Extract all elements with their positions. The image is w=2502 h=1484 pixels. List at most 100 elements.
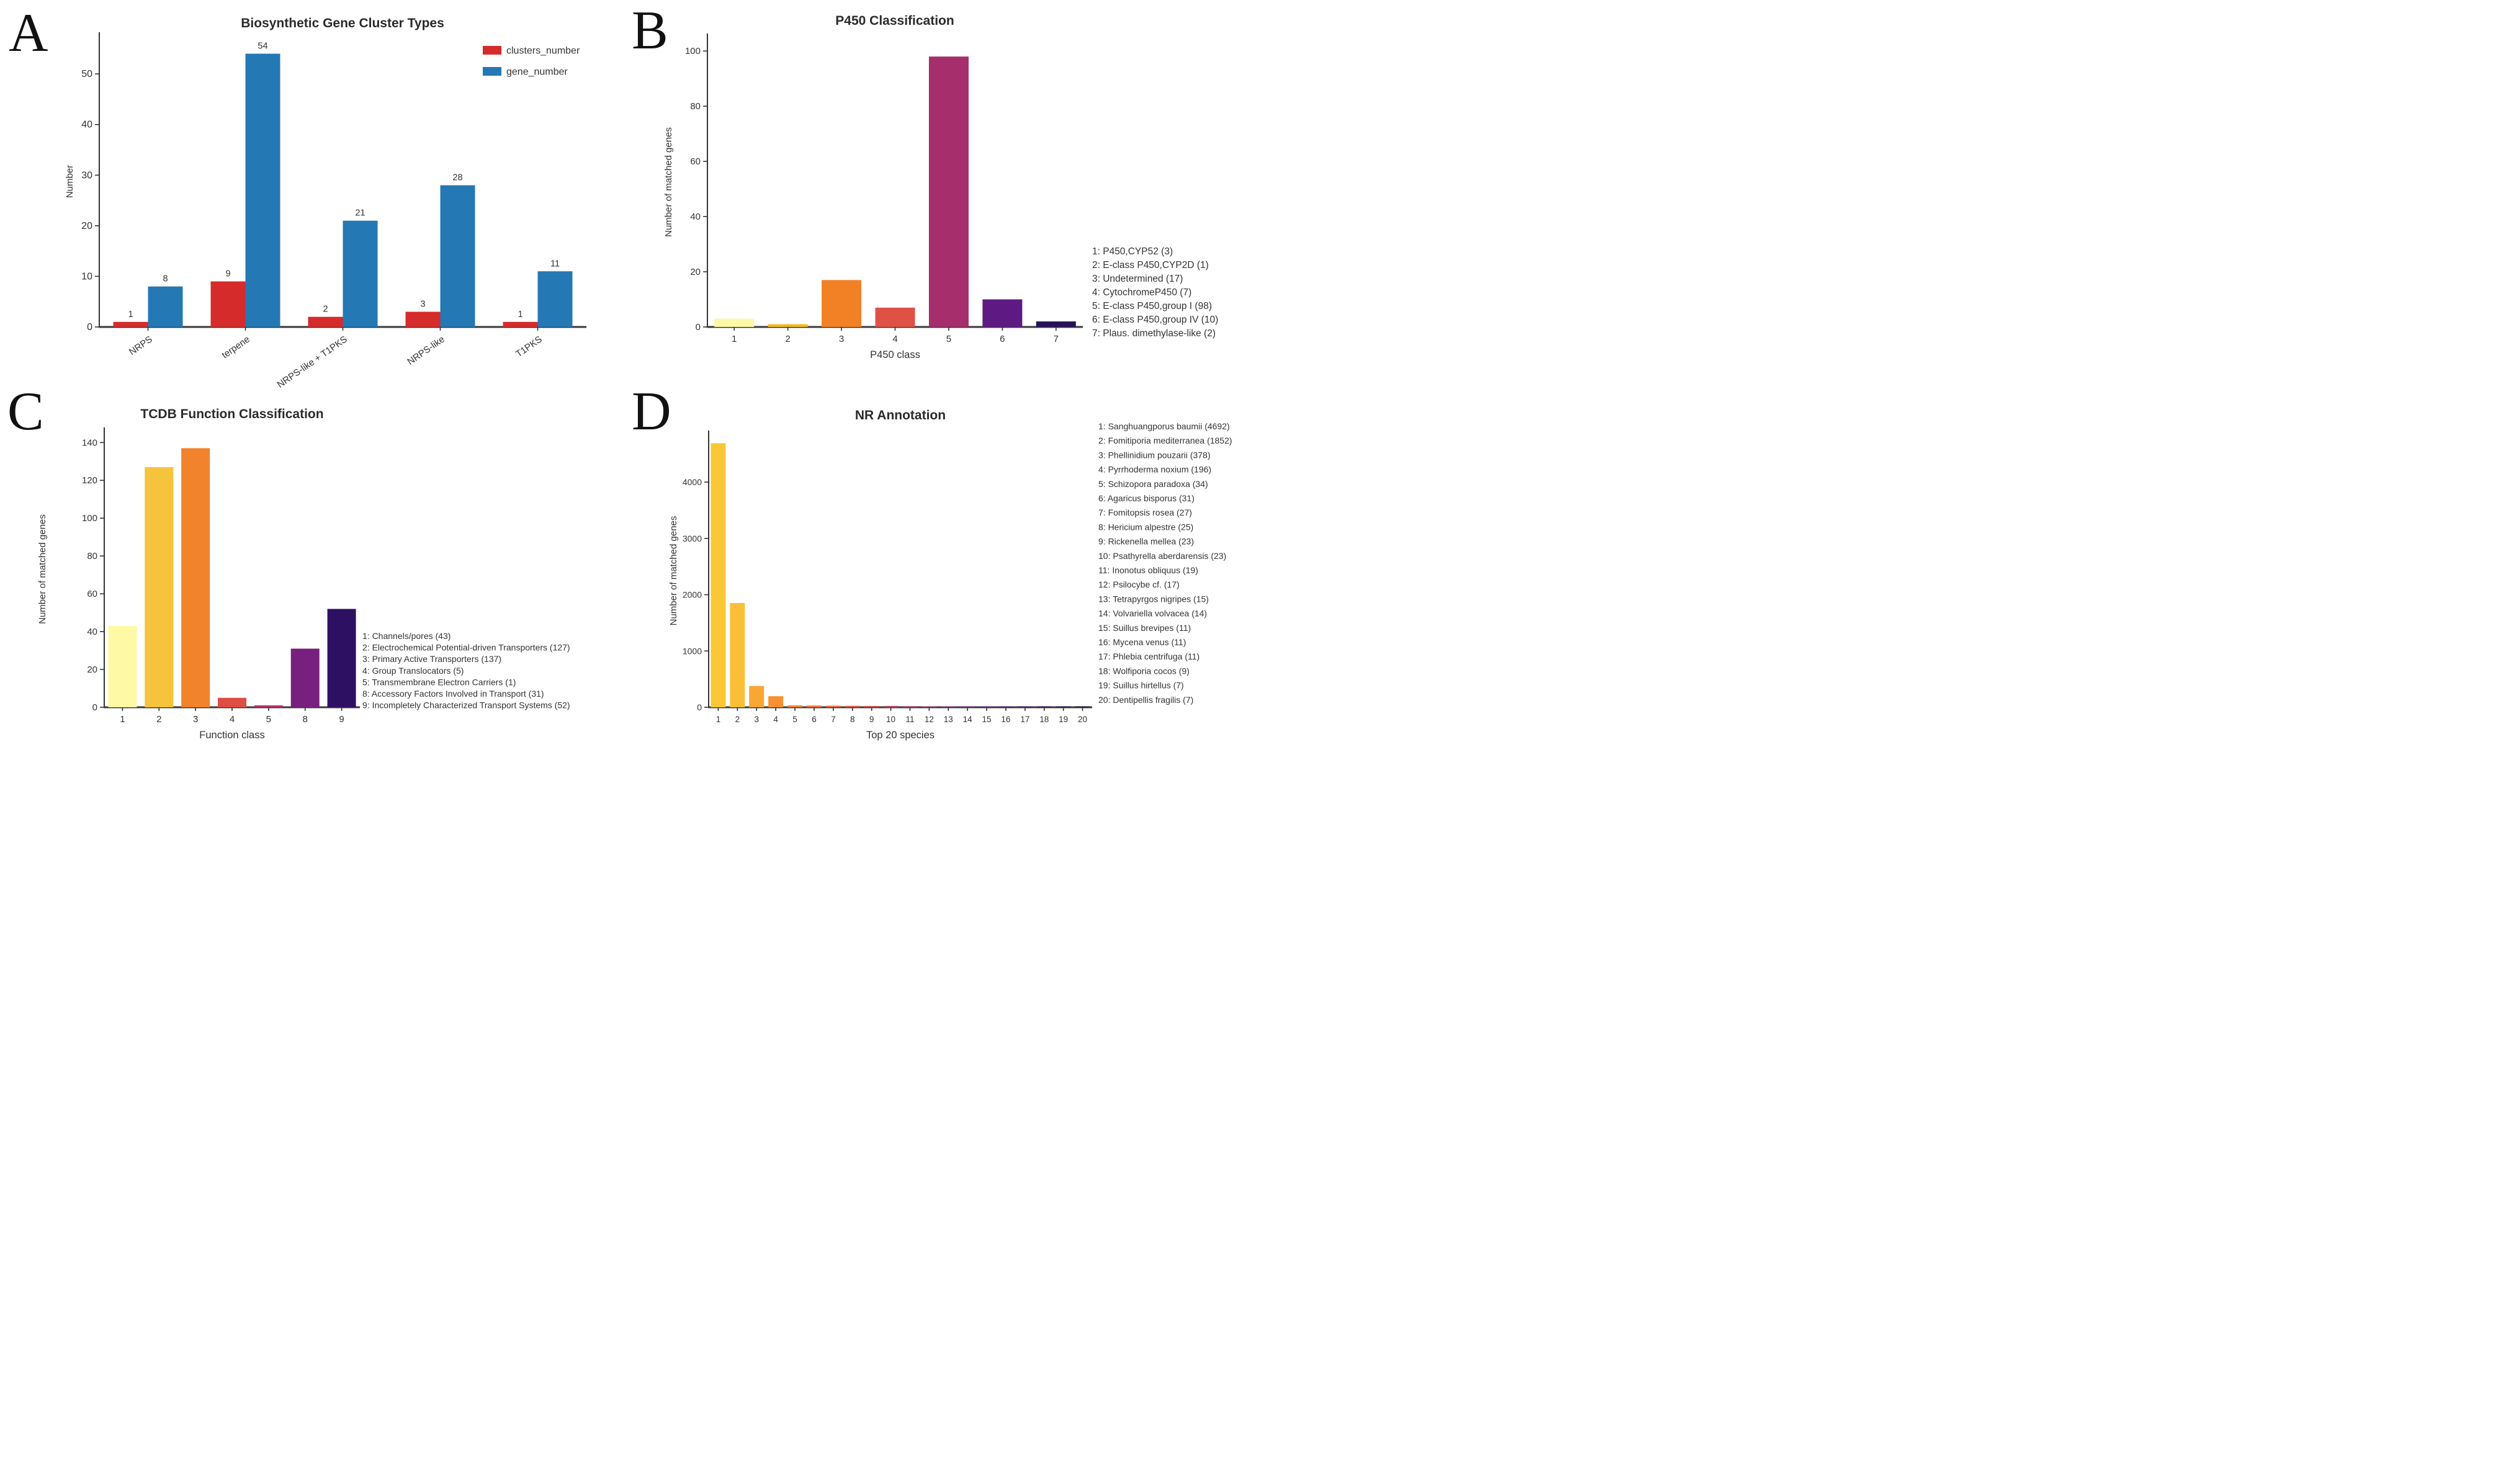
x-tick-label: 4 xyxy=(892,334,897,344)
x-tick-label: 9 xyxy=(339,714,344,725)
x-tick-label: 1 xyxy=(716,715,721,724)
bar-value-label: 54 xyxy=(258,42,267,51)
x-tick-label: 8 xyxy=(850,715,855,724)
figure-four-panel: A Biosynthetic Gene Cluster Types 0 10 20 3… xyxy=(0,0,1251,742)
x-tick-label: 17 xyxy=(1020,715,1029,724)
bar-value-label: 3 xyxy=(420,300,425,310)
bar-class-10 xyxy=(883,705,899,707)
x-tick-label: 14 xyxy=(963,715,973,724)
x-tick-label: 9 xyxy=(869,715,874,724)
bar-class-4 xyxy=(768,696,784,707)
bar-gene_number xyxy=(148,286,183,327)
chart-title-b: P450 Classification xyxy=(835,14,954,28)
bar-gene_number xyxy=(440,185,475,327)
x-tick-label: 3 xyxy=(839,334,844,344)
bar-class-3 xyxy=(822,280,862,327)
legend-entry: 9: Incompletely Characterized Transport … xyxy=(362,700,570,710)
legend-entry: 9: Rickenella mellea (23) xyxy=(1098,537,1194,547)
x-tick-label: 8 xyxy=(303,714,308,725)
x-tick-label: 5 xyxy=(792,715,797,724)
x-axis-title: P450 class xyxy=(870,349,920,360)
legend-entry: 17: Phlebia centrifuga (11) xyxy=(1098,651,1199,661)
legend-entry: 1: Sanghuangporus baumii (4692) xyxy=(1098,421,1230,431)
legend-entry: 7: Fomitopsis rosea (27) xyxy=(1098,507,1192,517)
y-tick-label: 60 xyxy=(690,156,701,167)
bar-clusters_number xyxy=(210,281,246,327)
y-tick-label: 1000 xyxy=(683,646,702,656)
bar-class-2 xyxy=(145,467,174,707)
legend-entry: 3: Primary Active Transporters (137) xyxy=(362,654,501,664)
x-axis-title: Function class xyxy=(199,730,264,741)
panel-letter-b: B xyxy=(632,1,668,61)
y-tick-label: 60 xyxy=(87,589,97,599)
bar-value-label: 1 xyxy=(128,310,133,320)
bar-value-label: 1 xyxy=(518,310,522,320)
chart-title-d: NR Annotation xyxy=(854,408,946,422)
y-tick-label: 3000 xyxy=(683,534,702,543)
bar-clusters_number xyxy=(113,321,148,327)
panel-b-p450-classification: B P450 Classification 0 20 40 60 80 100 Number… xyxy=(626,0,1251,371)
bar-class-5 xyxy=(787,705,803,707)
legend-label: clusters_number xyxy=(506,46,580,56)
bar-value-label: 2 xyxy=(323,305,328,315)
x-tick-label: 3 xyxy=(193,714,198,725)
y-tick-label: 140 xyxy=(82,437,97,448)
y-tick-label: 0 xyxy=(87,322,92,333)
y-tick-label: 20 xyxy=(87,664,97,675)
y-tick-label: 40 xyxy=(690,212,701,222)
legend-entry: 4: CytochromeP450 (7) xyxy=(1092,287,1191,298)
legend-entry: 8: Accessory Factors Involved in Transpo… xyxy=(362,689,544,699)
x-tick-label: 19 xyxy=(1059,715,1068,724)
bar-class-2 xyxy=(730,602,745,707)
x-tick-label: 11 xyxy=(905,715,914,724)
chart-a: 0 10 20 30 40 50 Number 1 8 NRPS 9 54 terpene 2 21 NRPS… xyxy=(65,32,586,390)
bar-class-20 xyxy=(1075,706,1090,707)
legend-entry: 20: Dentipellis fragilis (7) xyxy=(1098,695,1193,705)
legend-entry: 5: E-class P450,group I (98) xyxy=(1092,301,1212,311)
bar-class-8 xyxy=(290,648,320,707)
bar-gene_number xyxy=(537,271,573,327)
y-tick-label: 40 xyxy=(87,627,97,637)
chart-d: 0 1000 2000 3000 4000 Number of matched genes… xyxy=(668,421,1232,741)
y-tick-label: 80 xyxy=(87,551,97,561)
legend-entry: 12: Psilocybe cf. (17) xyxy=(1098,579,1180,589)
legend-entry: 14: Volvariella volvacea (14) xyxy=(1098,609,1207,619)
chart-title-a: Biosynthetic Gene Cluster Types xyxy=(241,16,444,30)
y-tick-label: 0 xyxy=(92,702,97,713)
bar-clusters_number xyxy=(405,311,441,327)
bar-class-9 xyxy=(864,705,879,707)
bar-class-4 xyxy=(218,697,246,707)
y-axis-title: Number of matched genes xyxy=(37,514,48,624)
bar-class-2 xyxy=(768,324,808,327)
x-tick-label: 12 xyxy=(925,715,934,724)
bar-class-5 xyxy=(928,56,969,327)
x-axis-title: Top 20 species xyxy=(866,730,935,741)
bar-gene_number xyxy=(245,53,280,328)
y-axis-title: Number xyxy=(65,165,75,198)
bar-class-18 xyxy=(1036,706,1052,707)
x-tick-label: 5 xyxy=(266,714,271,725)
bar-class-3 xyxy=(181,448,210,707)
y-tick-label: 0 xyxy=(697,702,702,712)
y-tick-label: 0 xyxy=(696,322,701,333)
x-tick-label: 13 xyxy=(944,715,953,724)
legend-entry: 4: Group Translocators (5) xyxy=(362,666,464,676)
y-axis-title: Number of matched genes xyxy=(668,516,679,626)
bar-class-15 xyxy=(979,706,995,707)
x-tick-label: 20 xyxy=(1078,715,1087,724)
legend-entry: 5: Transmembrane Electron Carriers (1) xyxy=(362,677,516,687)
y-axis-title: Number of matched genes xyxy=(663,127,674,237)
legend-entry: 8: Hericium alpestre (25) xyxy=(1098,522,1193,532)
legend-entry: 1: Channels/pores (43) xyxy=(362,631,451,641)
bar-class-17 xyxy=(1017,706,1033,707)
legend-entry: 11: Inonotus obliquus (19) xyxy=(1098,565,1198,575)
bar-class-1 xyxy=(711,443,726,707)
bar-class-7 xyxy=(1036,321,1076,327)
y-tick-label: 120 xyxy=(82,475,97,486)
legend-entry: 4: Pyrrhoderma noxium (196) xyxy=(1098,465,1211,475)
x-tick-label: T1PKS xyxy=(514,334,544,359)
x-tick-label: 5 xyxy=(946,334,951,344)
bar-value-label: 8 xyxy=(163,274,168,284)
y-tick-label: 50 xyxy=(81,69,92,79)
legend-entry: 3: Phellinidium pouzarii (378) xyxy=(1098,450,1211,460)
